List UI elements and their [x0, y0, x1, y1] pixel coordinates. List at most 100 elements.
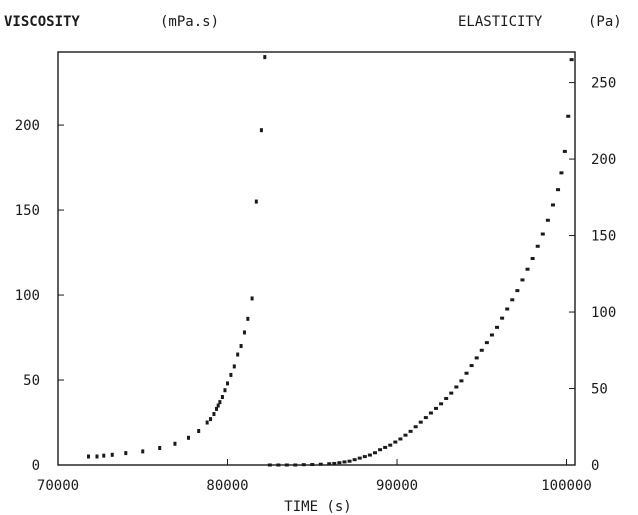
viscosity-point [220, 395, 224, 400]
elasticity-point [357, 456, 362, 460]
right-axis-unit: (Pa) [588, 14, 622, 30]
viscosity-point [229, 372, 233, 377]
elasticity-point [510, 298, 515, 302]
left-y-axis-ticks: 0 50 100 150 200 [15, 118, 64, 474]
viscosity-point [124, 451, 128, 456]
elasticity-point [403, 433, 408, 437]
elasticity-point [434, 406, 439, 410]
viscosity-point [173, 441, 177, 446]
elasticity-point [347, 459, 352, 463]
viscosity-point [242, 330, 246, 335]
elasticity-point [559, 171, 564, 175]
viscosity-point [209, 417, 213, 422]
elasticity-point [393, 440, 398, 444]
x-axis-ticks: 70000 80000 90000 100000 [37, 459, 592, 494]
elasticity-point [388, 443, 393, 447]
elasticity-point [449, 391, 454, 395]
viscosity-point [95, 454, 99, 459]
right-y-tick-label: 150 [591, 229, 616, 245]
elasticity-point [383, 445, 388, 449]
viscosity-point [216, 403, 220, 408]
viscosity-point [246, 316, 250, 321]
elasticity-point [284, 463, 289, 467]
viscosity-point [259, 128, 263, 133]
x-tick-label: 90000 [376, 478, 418, 494]
elasticity-point [464, 371, 469, 375]
viscosity-point [218, 400, 222, 405]
elasticity-point [372, 451, 377, 455]
elasticity-point [569, 58, 574, 62]
data-points [87, 55, 574, 467]
viscosity-point [214, 406, 218, 411]
elasticity-point [439, 402, 444, 406]
elasticity-point [332, 461, 337, 465]
elasticity-point [318, 462, 323, 466]
right-y-tick-label: 0 [591, 458, 599, 474]
viscosity-point [212, 412, 216, 417]
right-y-tick-label: 50 [591, 382, 608, 398]
right-axis-title: ELASTICITY [458, 14, 543, 30]
elasticity-point [535, 244, 540, 248]
left-axis-title: VISCOSITY [4, 14, 80, 30]
elasticity-point [566, 114, 571, 118]
viscosity-point [102, 453, 106, 458]
elasticity-point [310, 463, 315, 467]
elasticity-point [505, 307, 510, 311]
elasticity-point [495, 325, 500, 329]
left-y-tick-label: 200 [15, 118, 40, 134]
elasticity-point [484, 341, 489, 345]
elasticity-point [444, 396, 449, 400]
elasticity-point [418, 420, 423, 424]
elasticity-point [408, 429, 413, 433]
viscosity-point [236, 352, 240, 357]
elasticity-point [367, 453, 372, 457]
elasticity-point [337, 461, 342, 465]
x-tick-label: 100000 [541, 478, 592, 494]
elasticity-point [515, 289, 520, 293]
elasticity-point [469, 364, 474, 368]
elasticity-point [525, 267, 530, 271]
right-y-tick-label: 100 [591, 305, 616, 321]
elasticity-point [489, 333, 494, 337]
left-y-tick-label: 0 [32, 458, 40, 474]
viscosity-point [187, 435, 191, 440]
left-y-tick-label: 100 [15, 288, 40, 304]
elasticity-point [423, 416, 428, 420]
elasticity-point [428, 411, 433, 415]
elasticity-point [556, 188, 561, 192]
viscosity-point [205, 420, 209, 425]
elasticity-point [500, 316, 505, 320]
viscosity-point [110, 452, 114, 457]
elasticity-point [413, 425, 418, 429]
viscosity-point [226, 381, 230, 386]
elasticity-point [342, 460, 347, 464]
viscosity-point [223, 388, 227, 393]
viscosity-point [250, 296, 254, 301]
left-y-tick-label: 50 [23, 373, 40, 389]
elasticity-point [540, 232, 545, 236]
viscosity-point [263, 55, 267, 60]
elasticity-point [293, 463, 298, 467]
plot-area-frame [57, 51, 576, 466]
elasticity-point [267, 463, 272, 467]
elasticity-point [362, 455, 367, 459]
elasticity-point [474, 356, 479, 360]
elasticity-point [459, 379, 464, 383]
right-y-axis-ticks: 0 50 100 150 200 250 [569, 76, 616, 474]
elasticity-point [327, 462, 332, 466]
elasticity-point [398, 437, 403, 441]
viscosity-point [158, 446, 162, 451]
elasticity-point [378, 448, 383, 452]
elasticity-point [301, 463, 306, 467]
left-axis-unit: (mPa.s) [160, 14, 219, 30]
elasticity-point [454, 385, 459, 389]
elasticity-point [276, 463, 281, 467]
viscosity-point [197, 429, 201, 434]
viscosity-point [254, 199, 258, 204]
elasticity-point [530, 257, 535, 260]
right-y-tick-label: 200 [591, 152, 616, 168]
viscosity-point [87, 454, 91, 459]
elasticity-point [520, 278, 525, 282]
elasticity-point [562, 149, 567, 153]
